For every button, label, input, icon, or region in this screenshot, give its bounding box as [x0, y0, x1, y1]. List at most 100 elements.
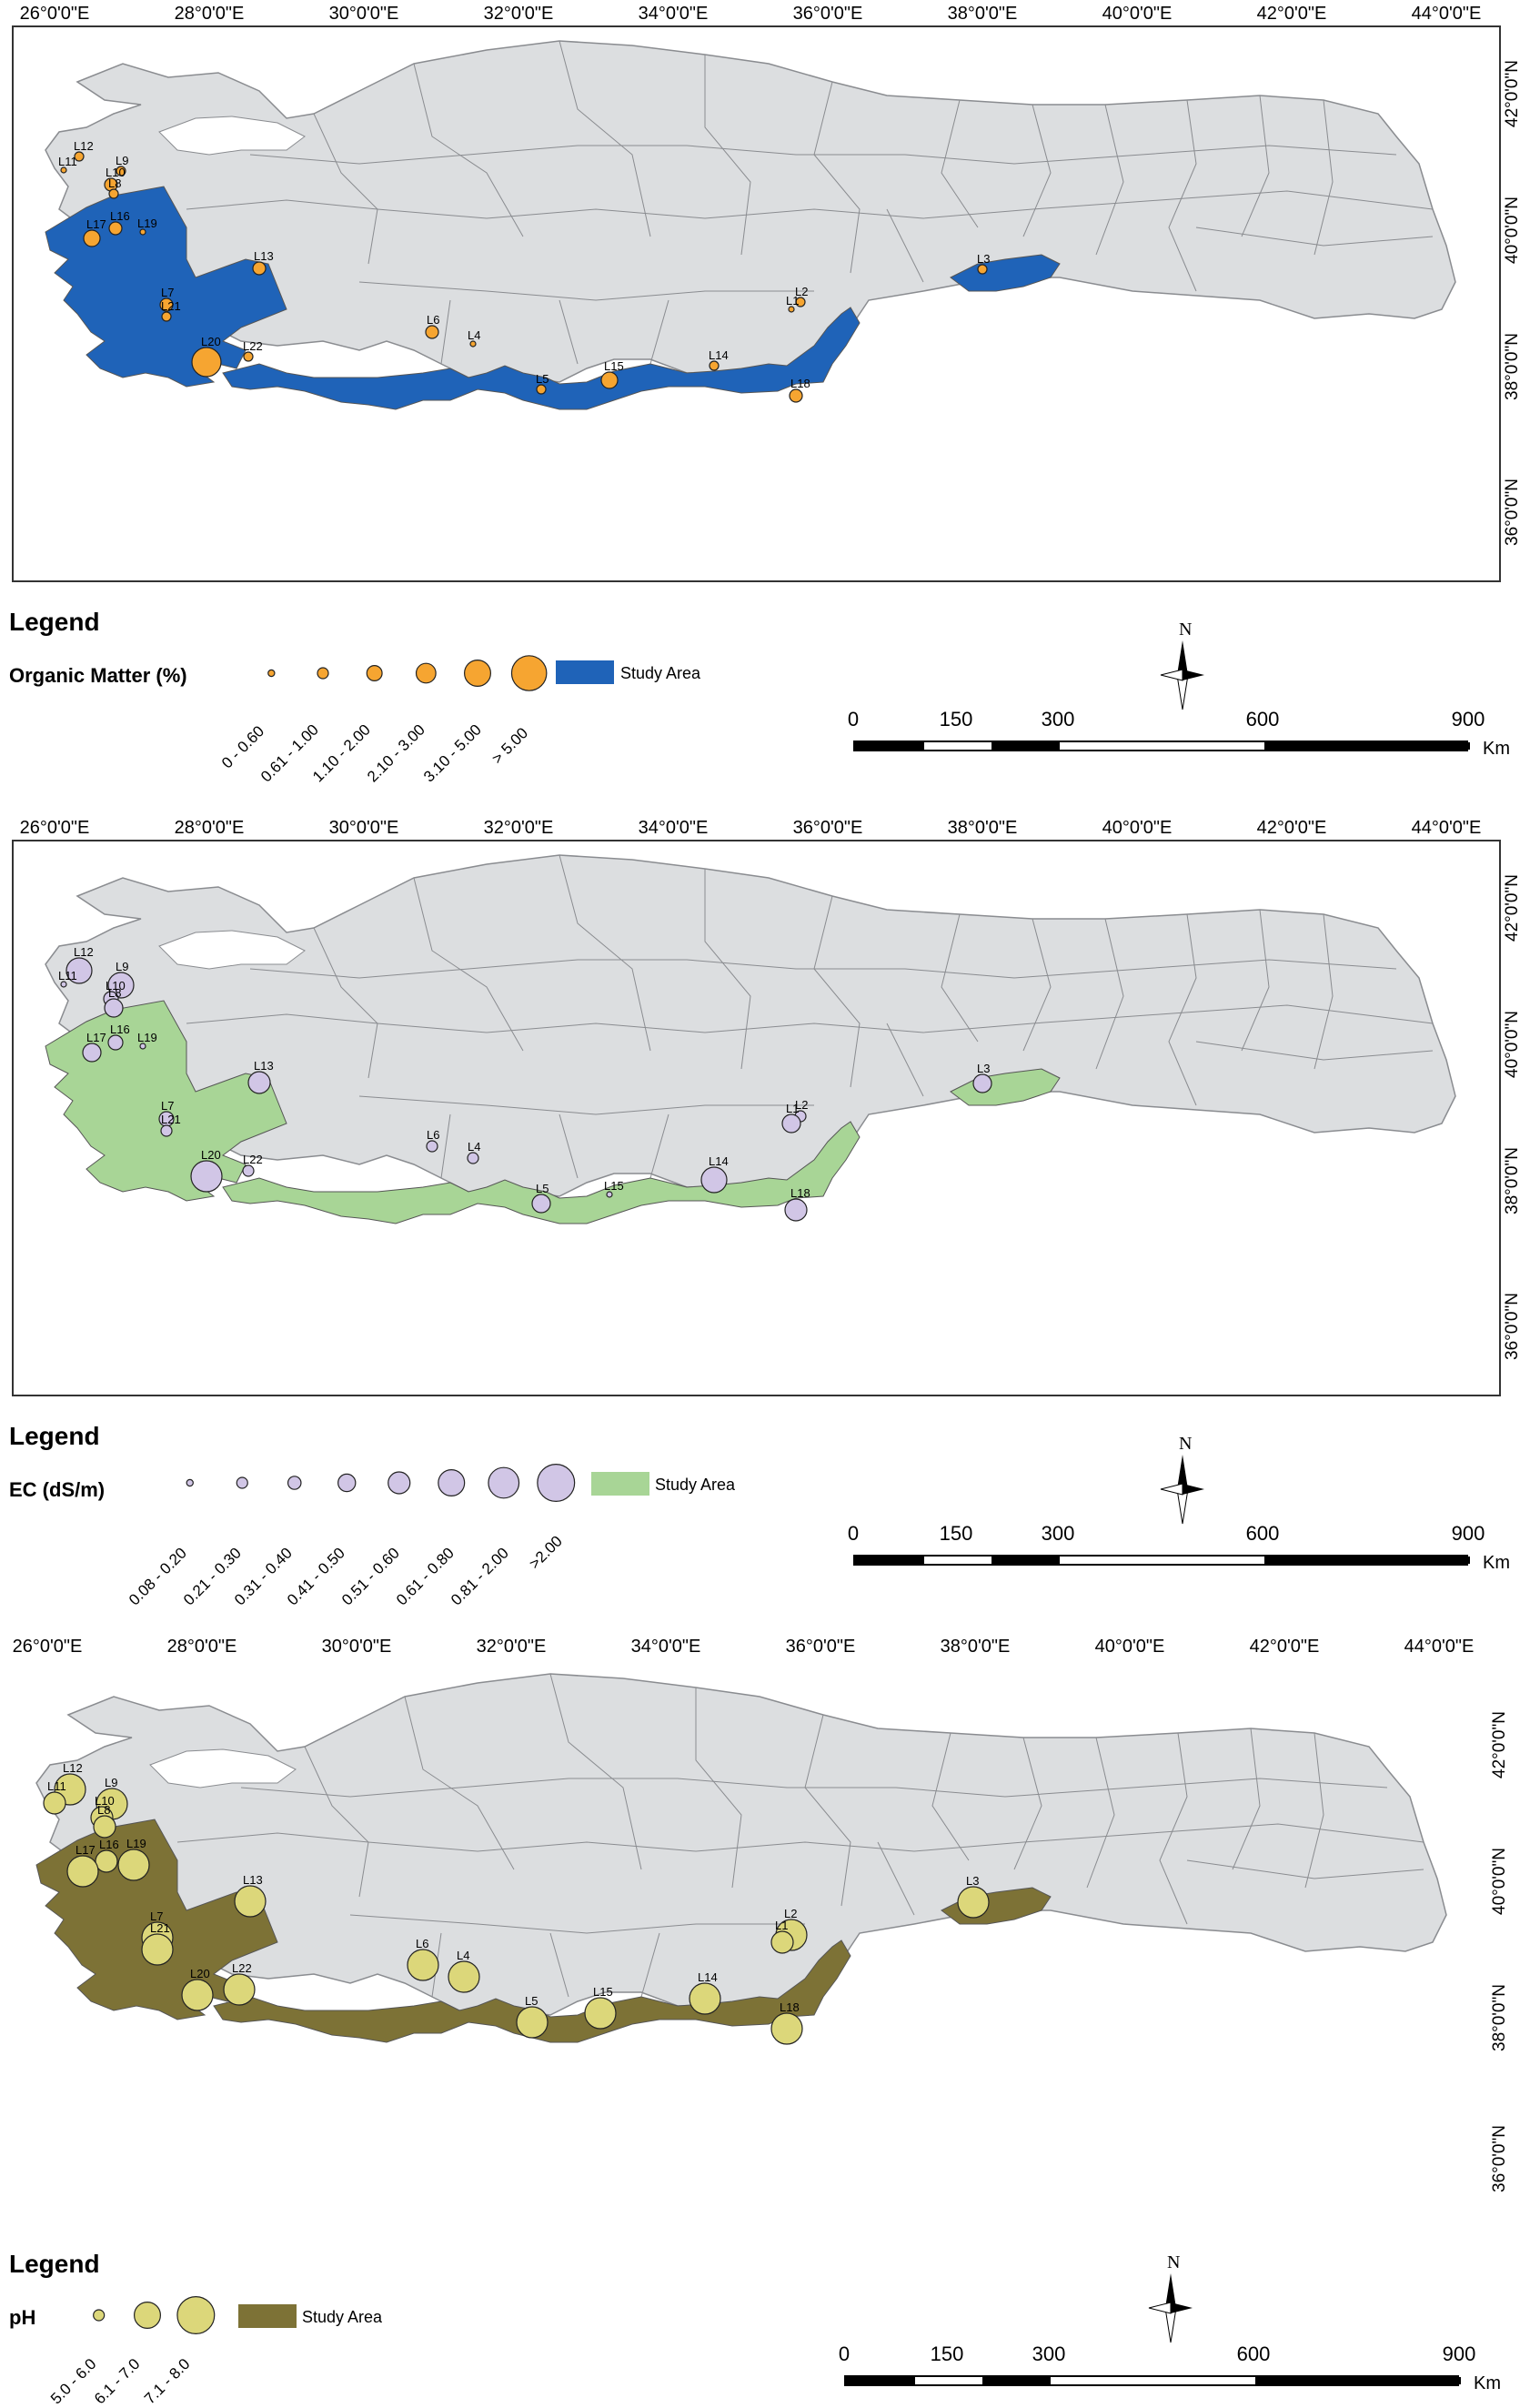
province-border: [1195, 227, 1434, 247]
sample-point-l20: [181, 1979, 214, 2011]
sample-point-l6: [425, 325, 439, 339]
province-border: [941, 913, 979, 1043]
sample-label-l5: L5: [536, 1182, 549, 1195]
sample-label-l3: L3: [977, 1062, 990, 1075]
turkey-landmass: [45, 40, 1456, 388]
sample-point-l9: [107, 972, 135, 999]
lon-label: 36°0'0"E: [792, 818, 863, 838]
legend-symbol-2: [176, 2296, 216, 2334]
province-border: [559, 299, 579, 365]
lat-label: 36°0'0"N: [1503, 479, 1522, 546]
province-border: [704, 869, 751, 1070]
lon-label: 44°0'0"E: [1411, 4, 1482, 24]
sample-point-l19: [117, 1849, 150, 1881]
province-border: [804, 1714, 851, 1907]
sample-point-l19: [139, 1043, 146, 1050]
sample-point-l21: [160, 1124, 173, 1137]
sample-label-l10: L10: [106, 979, 126, 992]
legend-class-label: 6.1 - 7.0: [91, 2354, 144, 2408]
legend-class-label: 3.10 - 5.00: [420, 720, 485, 786]
sample-label-l9: L9: [105, 1776, 117, 1789]
province-border: [413, 63, 524, 237]
north-letter: N: [1179, 1434, 1192, 1454]
north-letter: N: [1179, 620, 1192, 640]
legend-class-label: 5.0 - 6.0: [47, 2354, 100, 2408]
organic-matter-panel: 26°0'0"E 28°0'0"E 30°0'0"E 32°0'0"E 34°0…: [0, 0, 1530, 801]
sample-label-l22: L22: [243, 339, 263, 353]
sample-point-l4: [448, 1960, 480, 1993]
province-border: [813, 81, 861, 274]
legend-symbol-4: [464, 660, 492, 687]
scale-unit: Km: [1483, 739, 1510, 759]
sample-point-l1: [781, 1113, 801, 1133]
sample-label-l10: L10: [95, 1794, 115, 1808]
province-border: [1095, 104, 1124, 256]
sample-point-l2: [795, 297, 806, 307]
scale-bar: 0 150 300 600 900 Km: [848, 708, 1510, 762]
sample-point-l3: [977, 264, 988, 275]
legend-symbol-5: [438, 1469, 466, 1496]
sample-label-l1: L1: [786, 1102, 799, 1115]
legend-class-label: 0.51 - 0.60: [338, 1544, 403, 1609]
legend-symbol-2: [366, 665, 383, 681]
sample-label-l16: L16: [99, 1838, 119, 1851]
legend-variable: EC (dS/m): [9, 1478, 106, 1501]
sample-label-l17: L17: [86, 217, 106, 231]
lon-label: 36°0'0"E: [785, 1637, 856, 1657]
legend-title: Legend: [9, 1422, 100, 1450]
sample-label-l5: L5: [525, 1994, 538, 2008]
scale-tick: 0: [847, 1522, 860, 1545]
sample-point-l8: [93, 1815, 116, 1839]
province-border: [1168, 99, 1197, 292]
province-border: [886, 208, 924, 283]
province-border: [349, 1914, 805, 1934]
sample-label-l16: L16: [110, 1023, 130, 1036]
scale-unit: Km: [1483, 1553, 1510, 1573]
province-border: [313, 113, 378, 265]
lat-label: 42°0'0"N: [1503, 60, 1522, 127]
sample-point-l11: [43, 1791, 66, 1815]
province-border: [1159, 1732, 1188, 1925]
north-arrow-icon: N: [1160, 620, 1204, 710]
province-border: [1314, 913, 1334, 1070]
sample-label-l4: L4: [468, 1140, 480, 1154]
sample-label-l19: L19: [137, 1031, 157, 1044]
lon-label: 34°0'0"E: [638, 4, 709, 24]
sample-point-l1: [770, 1930, 794, 1954]
province-border: [559, 1113, 579, 1179]
province-border: [1095, 918, 1124, 1070]
lon-label: 34°0'0"E: [630, 1637, 701, 1657]
province-border: [640, 1932, 660, 1998]
scale-unit: Km: [1474, 2373, 1501, 2393]
legend-class-label: 0 - 0.60: [218, 722, 268, 772]
sample-label-l6: L6: [416, 1937, 428, 1950]
sample-point-l13: [252, 261, 267, 276]
province-border: [1304, 1732, 1324, 1889]
sample-label-l21: L21: [161, 299, 181, 313]
sample-point-l18: [770, 2012, 803, 2045]
sample-label-l2: L2: [795, 285, 808, 298]
scale-tick: 150: [939, 708, 973, 730]
lon-label: 32°0'0"E: [483, 4, 554, 24]
legend-symbol-3: [415, 662, 437, 684]
map-frame: L12 L11 L9 L10 L8 L16 L17 L19 L13 L7 L21 L20 L22 L6 L4…: [5, 1660, 1494, 2217]
sample-label-l9: L9: [116, 960, 128, 973]
study-area-swatch: [238, 2304, 297, 2328]
sample-label-l22: L22: [232, 1961, 252, 1975]
legend-class-label: > 5.00: [488, 724, 532, 768]
sample-point-l6: [407, 1949, 439, 1981]
sample-point-l22: [242, 1164, 255, 1177]
lon-label: 26°0'0"E: [19, 818, 90, 838]
province-border: [1195, 1041, 1434, 1061]
sample-label-l6: L6: [427, 1128, 439, 1142]
legend-symbol-5: [510, 655, 548, 691]
sample-point-l4: [469, 340, 477, 348]
sample-label-l8: L8: [108, 986, 121, 1000]
sample-label-l14: L14: [709, 348, 729, 362]
province-border: [358, 1095, 814, 1115]
lat-label: 42°0'0"N: [1503, 874, 1522, 942]
sample-point-l17: [66, 1855, 99, 1888]
lon-label: 26°0'0"E: [12, 1637, 83, 1657]
scale-tick: 900: [1451, 708, 1485, 730]
